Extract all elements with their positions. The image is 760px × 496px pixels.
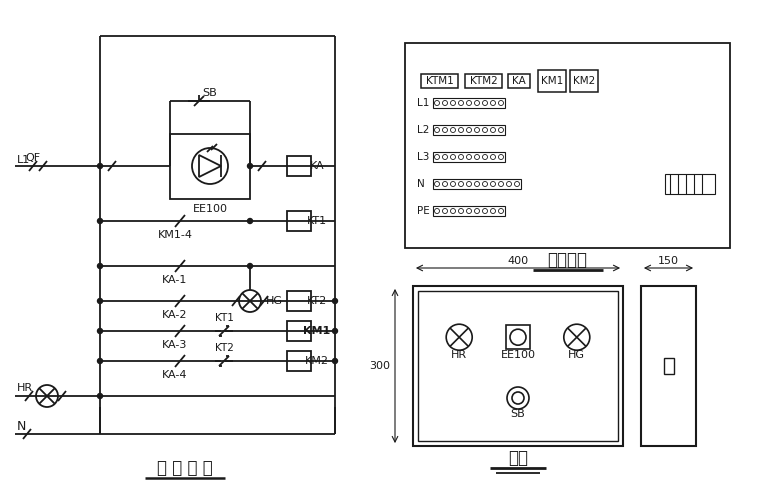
Bar [287,321,311,341]
Bar [433,179,521,189]
Text: 300: 300 [369,361,390,371]
Bar [570,70,598,92]
Circle shape [333,328,337,333]
Text: L1: L1 [17,155,30,165]
Text: 控 制 回 路: 控 制 回 路 [157,459,213,477]
Bar [433,152,505,162]
Bar [641,286,696,446]
Circle shape [97,328,103,333]
Text: KTM1: KTM1 [426,76,454,86]
Bar [433,125,505,135]
Text: KM1: KM1 [541,76,563,86]
Bar [287,156,311,176]
Bar [665,174,715,194]
Text: KTM2: KTM2 [470,76,497,86]
Text: KM1-4: KM1-4 [157,230,192,240]
Circle shape [97,299,103,304]
Text: KA-4: KA-4 [162,370,188,380]
Circle shape [248,164,252,169]
Text: 正家: 正家 [508,449,528,467]
Bar [405,43,730,248]
Bar [506,325,530,349]
Bar [508,74,530,88]
Circle shape [248,263,252,268]
Text: HG: HG [568,350,585,360]
Circle shape [333,359,337,364]
Text: L2: L2 [417,125,429,135]
Bar [287,211,311,231]
Text: KA-3: KA-3 [163,340,188,350]
Text: EE100: EE100 [192,203,227,213]
Bar [287,291,311,311]
Text: 400: 400 [508,256,528,266]
Text: L3: L3 [417,152,429,162]
Text: SB: SB [202,88,217,98]
Text: HR: HR [451,350,467,360]
Bar [433,98,505,108]
Text: EE100: EE100 [501,350,536,360]
Text: N: N [417,179,425,189]
Text: KM1: KM1 [303,326,331,336]
Text: KT2: KT2 [214,343,233,353]
Circle shape [97,359,103,364]
Circle shape [333,299,337,304]
Text: KT1: KT1 [214,313,233,323]
Text: KA: KA [309,161,325,171]
Bar [663,358,673,374]
Text: KA-1: KA-1 [163,275,188,285]
Circle shape [248,219,252,224]
Text: 元件布置: 元件布置 [547,251,587,269]
Circle shape [97,263,103,268]
Text: KT2: KT2 [307,296,327,306]
Bar [413,286,623,446]
Bar [287,351,311,371]
Text: 150: 150 [658,256,679,266]
Text: KM2: KM2 [573,76,595,86]
Text: KT1: KT1 [307,216,327,226]
Bar [465,74,502,88]
Text: HR: HR [17,383,33,393]
Text: KA: KA [512,76,526,86]
Text: QF: QF [25,153,40,163]
Text: KA-2: KA-2 [162,310,188,320]
Text: SB: SB [511,409,525,419]
Bar [170,133,250,198]
Text: N: N [17,421,27,434]
Bar [421,74,458,88]
Circle shape [97,393,103,398]
Bar [418,291,618,441]
Bar [433,206,505,216]
Circle shape [97,164,103,169]
Text: L1: L1 [417,98,429,108]
Text: HG: HG [266,296,283,306]
Circle shape [97,219,103,224]
Text: PE: PE [417,206,429,216]
Bar [538,70,566,92]
Text: KM2: KM2 [305,356,329,366]
